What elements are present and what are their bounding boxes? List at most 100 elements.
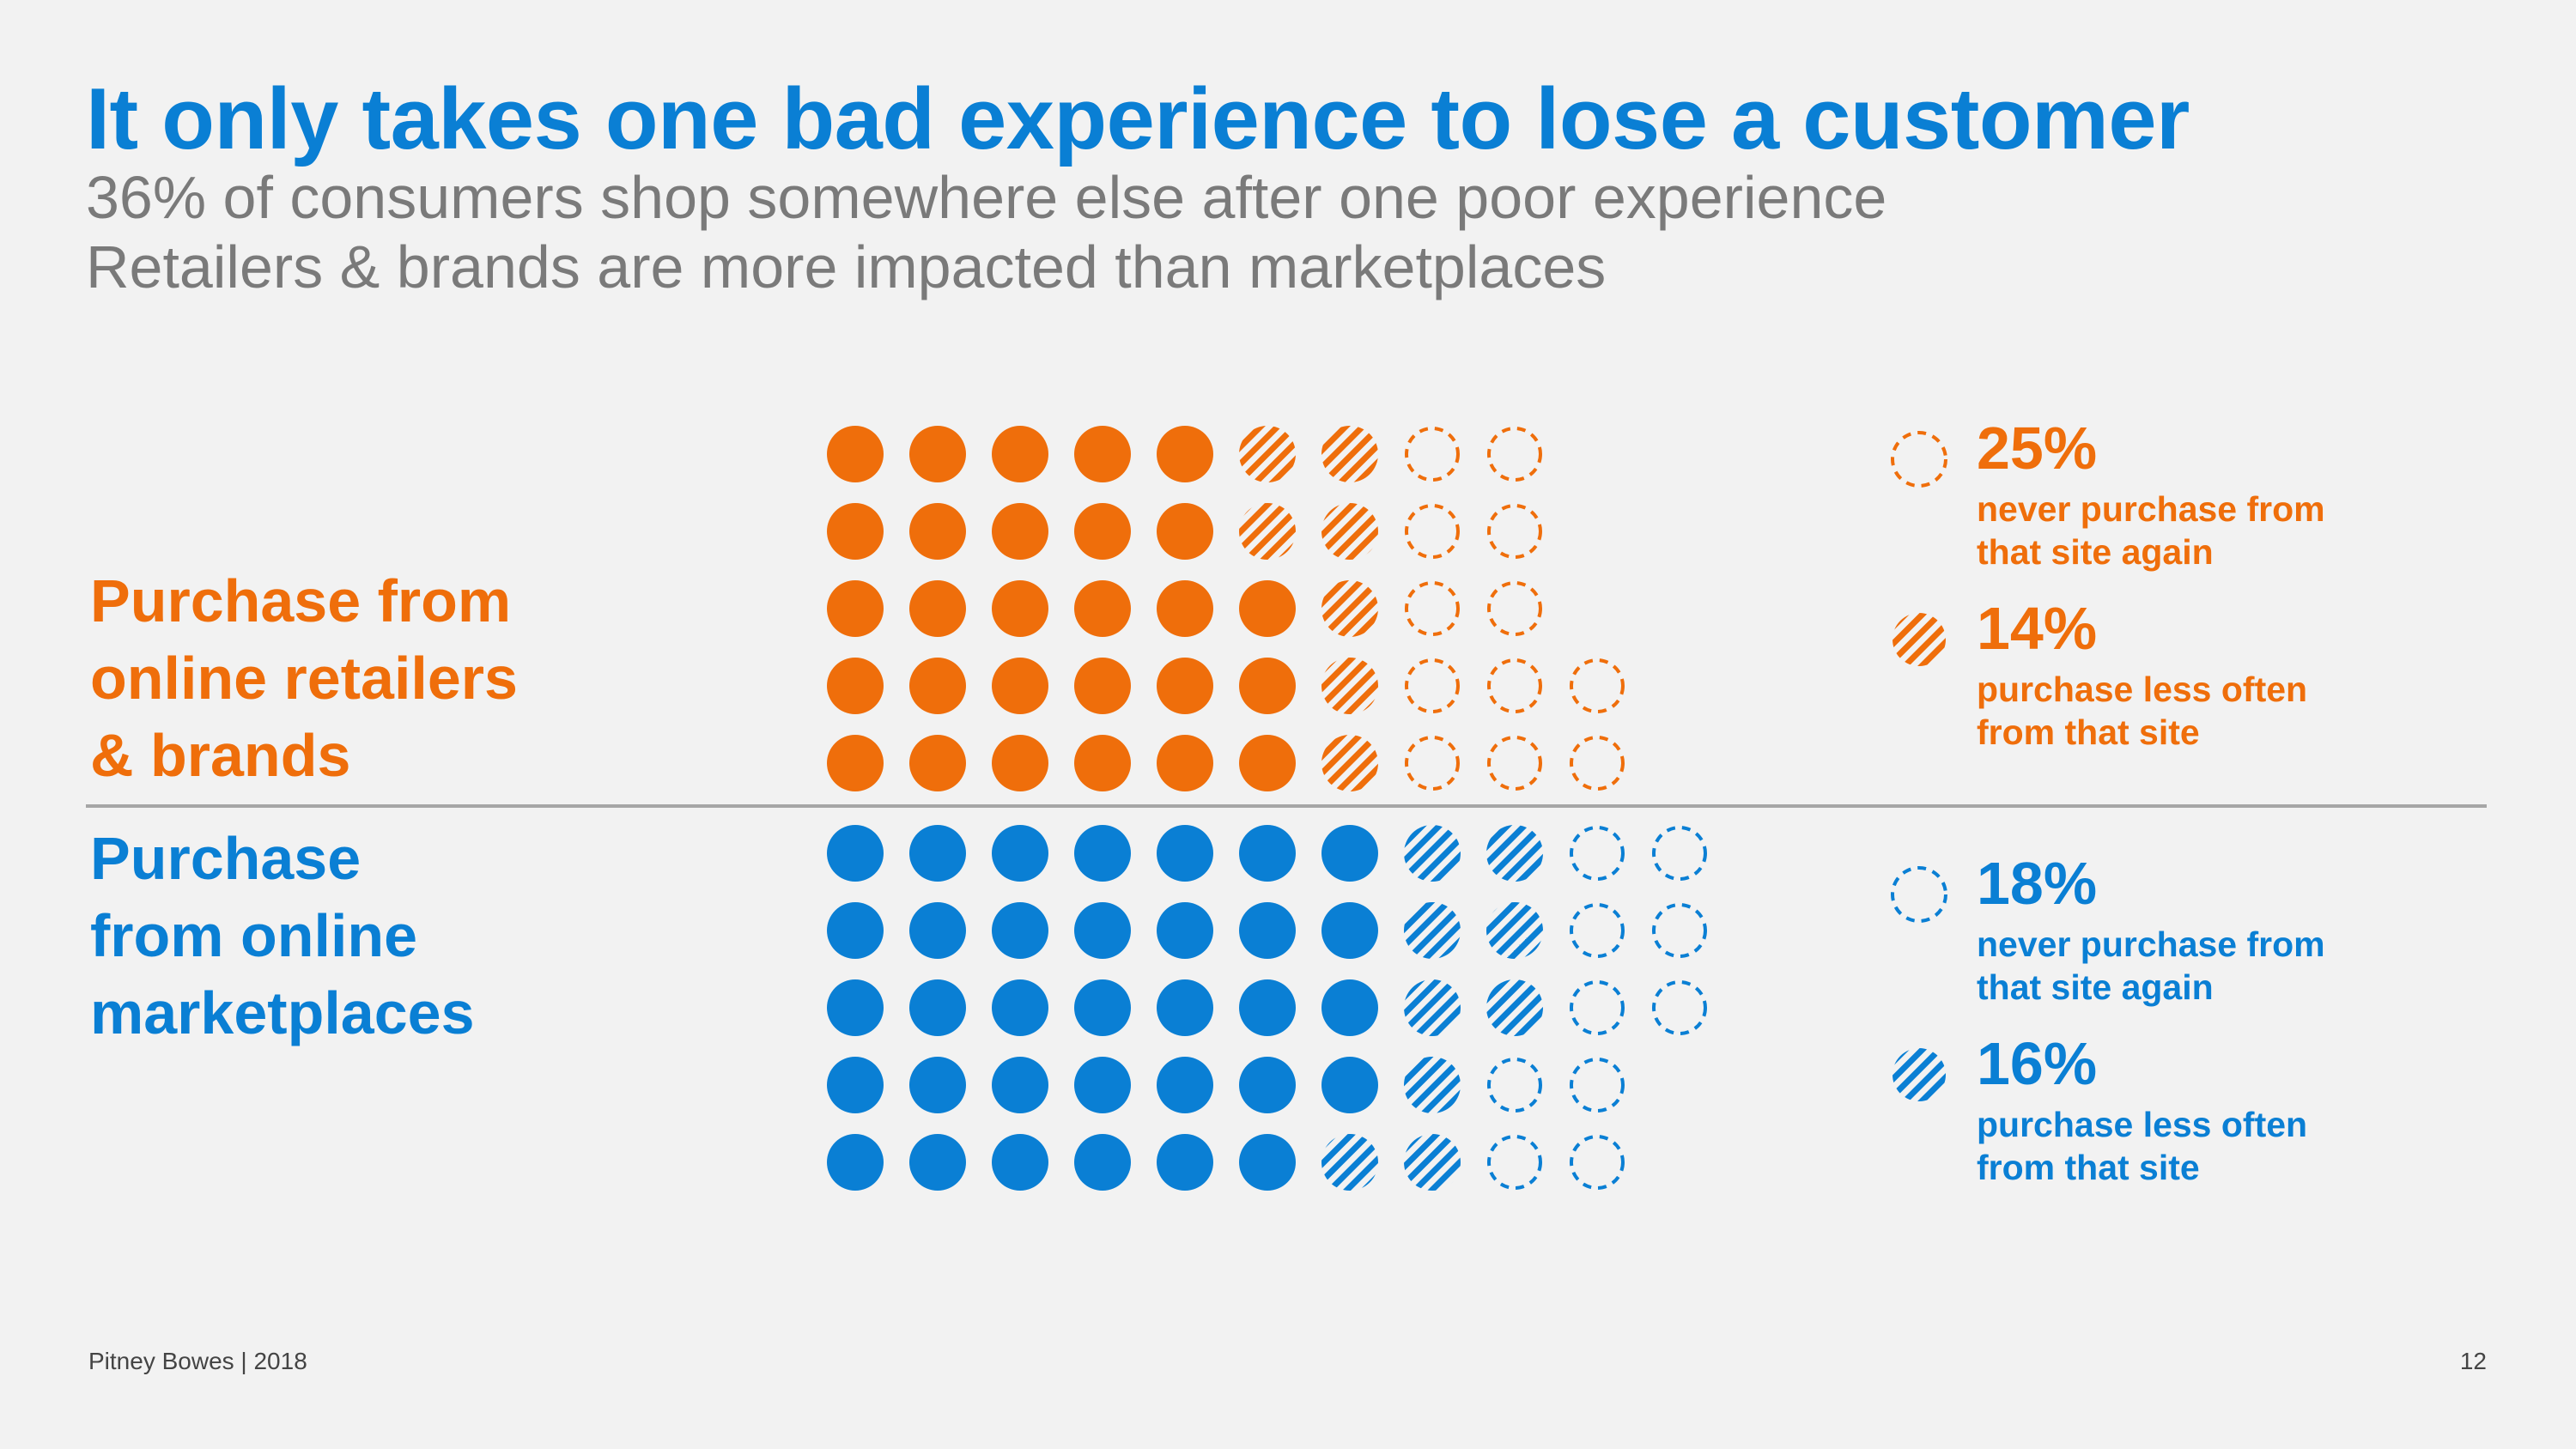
- striped-dot: [1404, 1057, 1461, 1113]
- solid-dot: [909, 979, 966, 1036]
- dashed-dot: [1570, 980, 1625, 1035]
- solid-dot: [827, 825, 884, 882]
- solid-dot: [1074, 503, 1131, 560]
- solid-dot: [1321, 1057, 1378, 1113]
- solid-dot: [1074, 902, 1131, 959]
- solid-dot: [992, 658, 1048, 714]
- solid-dot: [992, 902, 1048, 959]
- solid-dot: [1157, 902, 1213, 959]
- legend-percent: 18%: [1977, 850, 2098, 917]
- solid-dot: [827, 503, 884, 560]
- solid-dot: [1157, 658, 1213, 714]
- striped-dot: [1404, 979, 1461, 1036]
- group-divider: [86, 804, 2487, 808]
- striped-dot: [1321, 503, 1378, 560]
- marketplaces-label-line: Purchase: [90, 825, 361, 892]
- solid-dot: [827, 426, 884, 482]
- solid-dot: [992, 1057, 1048, 1113]
- retailers-label-line: online retailers: [90, 645, 518, 712]
- subtitle-line: Retailers & brands are more impacted tha…: [86, 233, 1607, 300]
- dashed-dot: [1405, 427, 1460, 482]
- solid-dot: [1321, 979, 1378, 1036]
- solid-dot: [1074, 1134, 1131, 1191]
- solid-dot: [909, 902, 966, 959]
- solid-dot: [1239, 580, 1296, 637]
- dashed-dot: [1570, 1058, 1625, 1113]
- dashed-dot: [1652, 980, 1707, 1035]
- legend-percent: 16%: [1977, 1030, 2098, 1097]
- solid-dot: [827, 979, 884, 1036]
- solid-dot: [992, 825, 1048, 882]
- solid-dot: [1074, 825, 1131, 882]
- retailers-label-line: Purchase from: [90, 567, 512, 634]
- striped-dot: [1321, 580, 1378, 637]
- dashed-dot: [1570, 736, 1625, 791]
- striped-dot: [1239, 503, 1296, 560]
- solid-dot: [1074, 426, 1131, 482]
- subtitle-line: 36% of consumers shop somewhere else aft…: [86, 164, 1887, 231]
- striped-dot: [1321, 1134, 1378, 1191]
- dashed-dot: [1405, 736, 1460, 791]
- solid-dot: [1321, 902, 1378, 959]
- page-number: 12: [2459, 1348, 2487, 1374]
- solid-dot: [1239, 1134, 1296, 1191]
- dashed-dot: [1570, 826, 1625, 881]
- dashed-dot: [1487, 736, 1542, 791]
- striped-dot: [1486, 902, 1543, 959]
- dashed-dot: [1652, 826, 1707, 881]
- legend-desc-line: never purchase from: [1977, 489, 2325, 529]
- striped-dot: [1404, 825, 1461, 882]
- retailers-group-label: Purchase from online retailers & brands: [90, 562, 518, 794]
- solid-dot: [1074, 580, 1131, 637]
- legend-description: purchase less often from that site: [1977, 1103, 2307, 1189]
- solid-dot: [1157, 825, 1213, 882]
- solid-dot: [909, 1134, 966, 1191]
- striped-dot: [1239, 426, 1296, 482]
- footer-source: Pitney Bowes | 2018: [88, 1348, 307, 1374]
- solid-dot: [827, 580, 884, 637]
- dashed-circle-icon: [1891, 431, 1947, 488]
- dashed-dot: [1405, 504, 1460, 559]
- striped-dot: [1404, 1134, 1461, 1191]
- striped-dot: [1321, 658, 1378, 714]
- legend-desc-line: purchase less often: [1977, 670, 2308, 709]
- solid-dot: [909, 658, 966, 714]
- solid-dot: [909, 1057, 966, 1113]
- striped-dot: [1486, 825, 1543, 882]
- striped-dot: [1486, 979, 1543, 1036]
- solid-dot: [992, 580, 1048, 637]
- dashed-dot: [1570, 903, 1625, 958]
- marketplaces-label-line: marketplaces: [90, 979, 475, 1046]
- solid-dot: [1157, 1057, 1213, 1113]
- marketplaces-group-label: Purchase from online marketplaces: [90, 820, 475, 1052]
- solid-dot: [909, 825, 966, 882]
- solid-dot: [827, 735, 884, 791]
- solid-dot: [909, 503, 966, 560]
- solid-dot: [827, 1134, 884, 1191]
- dashed-dot: [1405, 581, 1460, 636]
- solid-dot: [1157, 503, 1213, 560]
- dashed-dot: [1487, 1135, 1542, 1190]
- striped-circle-icon: [1893, 1048, 1946, 1101]
- solid-dot: [1157, 1134, 1213, 1191]
- legend-description: never purchase from that site again: [1977, 923, 2325, 1009]
- solid-dot: [1239, 658, 1296, 714]
- legend-desc-line: from that site: [1977, 1148, 2200, 1187]
- legend-percent: 14%: [1977, 595, 2098, 662]
- solid-dot: [1157, 580, 1213, 637]
- dashed-dot: [1405, 658, 1460, 713]
- legend-desc-line: never purchase from: [1977, 925, 2325, 964]
- retailers-label-line: & brands: [90, 722, 351, 789]
- striped-dot: [1321, 735, 1378, 791]
- solid-dot: [1239, 902, 1296, 959]
- dashed-dot: [1487, 427, 1542, 482]
- slide-title: It only takes one bad experience to lose…: [86, 71, 2190, 167]
- solid-dot: [992, 426, 1048, 482]
- solid-dot: [1074, 1057, 1131, 1113]
- striped-dot: [1321, 426, 1378, 482]
- solid-dot: [827, 1057, 884, 1113]
- striped-dot: [1404, 902, 1461, 959]
- solid-dot: [909, 426, 966, 482]
- legend-desc-line: from that site: [1977, 712, 2200, 752]
- solid-dot: [992, 735, 1048, 791]
